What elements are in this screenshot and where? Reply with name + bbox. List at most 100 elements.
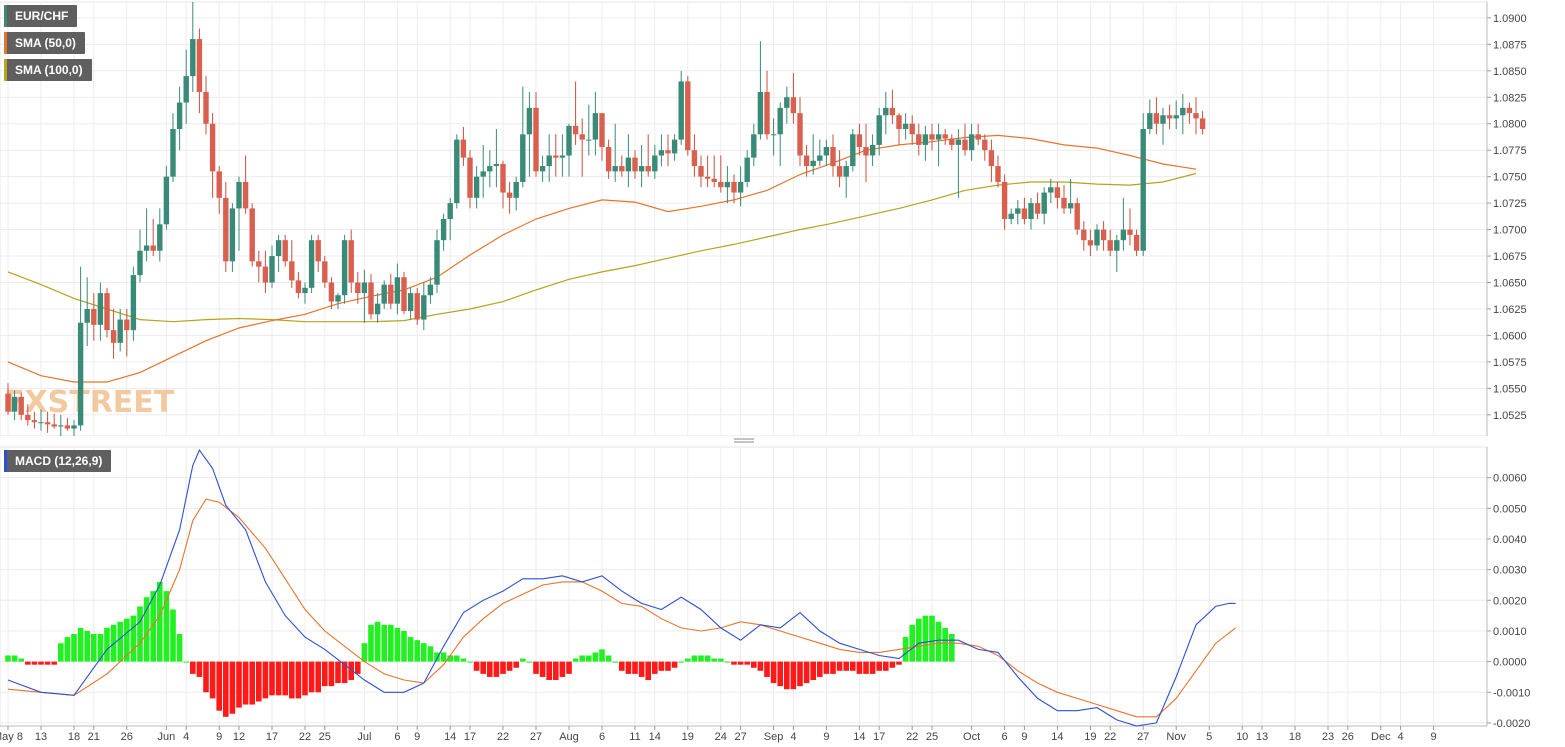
- macd-histogram-bar: [302, 661, 308, 696]
- legend-macd[interactable]: MACD (12,26,9): [4, 450, 112, 472]
- candle-body: [5, 393, 11, 412]
- candle-body: [176, 102, 183, 130]
- price-tick-label: 1.0600: [1493, 330, 1527, 342]
- candle: [876, 107, 882, 156]
- legend-sma-50[interactable]: SMA (50,0): [4, 32, 85, 54]
- legend-eurchf[interactable]: EUR/CHF: [4, 5, 78, 27]
- candle: [817, 139, 823, 167]
- candle: [1041, 187, 1047, 225]
- macd-histogram-bar: [638, 661, 645, 677]
- macd-histogram-bar: [665, 661, 671, 671]
- x-tick-label: 18: [68, 731, 80, 743]
- candle-body: [407, 293, 414, 312]
- macd-histogram-bar: [843, 661, 849, 671]
- candle-body: [599, 113, 605, 148]
- candle: [1133, 229, 1140, 257]
- candle-body: [104, 293, 110, 331]
- candle-body: [533, 107, 539, 172]
- macd-histogram-bar: [401, 630, 407, 662]
- x-tick-label: 9: [216, 731, 222, 743]
- macd-histogram-bar: [427, 646, 434, 662]
- candle: [619, 155, 625, 177]
- candle: [955, 129, 962, 198]
- macd-histogram-bar: [751, 661, 757, 668]
- macd-histogram-bar: [190, 661, 196, 674]
- candle: [830, 134, 836, 177]
- macd-histogram-bar: [368, 624, 374, 662]
- candle: [1114, 234, 1120, 272]
- price-tick-label: 1.0575: [1493, 357, 1527, 369]
- candle-body: [823, 147, 830, 156]
- macd-histogram-bar: [922, 615, 929, 662]
- candle-body: [348, 240, 354, 283]
- macd-histogram-bar: [183, 661, 189, 663]
- candle-body: [559, 155, 566, 158]
- macd-histogram-bar: [84, 630, 90, 662]
- candle-body: [374, 303, 381, 315]
- macd-histogram-bar: [533, 661, 539, 674]
- candle: [559, 134, 566, 177]
- legend-swatch: [4, 32, 7, 54]
- macd-histogram-bar: [473, 661, 480, 671]
- candle: [143, 208, 150, 262]
- candle: [1186, 102, 1193, 124]
- x-tick-label: Dec: [1371, 731, 1391, 743]
- candle: [592, 91, 599, 156]
- macd-histogram-bar: [586, 655, 592, 662]
- macd-histogram-bar: [25, 661, 31, 665]
- candle-body: [968, 134, 975, 151]
- candle: [922, 125, 929, 161]
- candle-body: [665, 150, 671, 154]
- candle-body: [546, 155, 552, 167]
- macd-histogram-bar: [454, 655, 460, 662]
- candle-body: [553, 155, 559, 158]
- candle: [388, 274, 394, 309]
- candle: [823, 139, 830, 167]
- candle-body: [361, 282, 368, 294]
- candle: [401, 271, 407, 315]
- macd-histogram-bar: [691, 655, 698, 662]
- macd-histogram-bar: [97, 634, 104, 662]
- candle-body: [982, 139, 988, 151]
- candle: [157, 208, 163, 262]
- macd-histogram-bar: [652, 661, 658, 674]
- candle: [836, 150, 843, 188]
- x-tick-label: 17: [266, 731, 278, 743]
- candle-body: [58, 425, 64, 427]
- macd-histogram-bar: [374, 621, 381, 662]
- macd-histogram-bar: [275, 661, 282, 696]
- candle-body: [269, 256, 275, 283]
- candle-body: [935, 134, 942, 140]
- candle: [493, 129, 500, 188]
- macd-histogram-bar: [163, 591, 170, 662]
- macd-histogram-bar: [44, 661, 51, 665]
- candle-body: [289, 261, 295, 281]
- macd-histogram-bar: [124, 618, 130, 662]
- x-tick-label: 25: [926, 731, 938, 743]
- candle: [1048, 178, 1054, 204]
- candle: [704, 155, 711, 188]
- candle: [71, 420, 77, 436]
- candle: [850, 129, 856, 172]
- price-panel: [0, 1, 1488, 437]
- candle-body: [619, 166, 625, 172]
- x-tick-label: 26: [1342, 731, 1354, 743]
- legend-sma-100[interactable]: SMA (100,0): [4, 59, 92, 81]
- macd-histogram-bar: [130, 615, 137, 662]
- candle: [797, 97, 803, 167]
- candle-body: [341, 240, 348, 296]
- candle: [962, 123, 968, 156]
- candle: [249, 203, 255, 267]
- candle-body: [764, 91, 770, 135]
- macd-histogram-bar: [902, 637, 909, 662]
- candle: [678, 70, 684, 145]
- candle-body: [163, 176, 170, 225]
- candle-body: [724, 181, 731, 188]
- candle-body: [652, 155, 658, 172]
- x-tick-label: 22: [906, 731, 918, 743]
- candle-body: [1180, 107, 1186, 116]
- candle: [889, 89, 896, 124]
- candle-body: [685, 81, 691, 151]
